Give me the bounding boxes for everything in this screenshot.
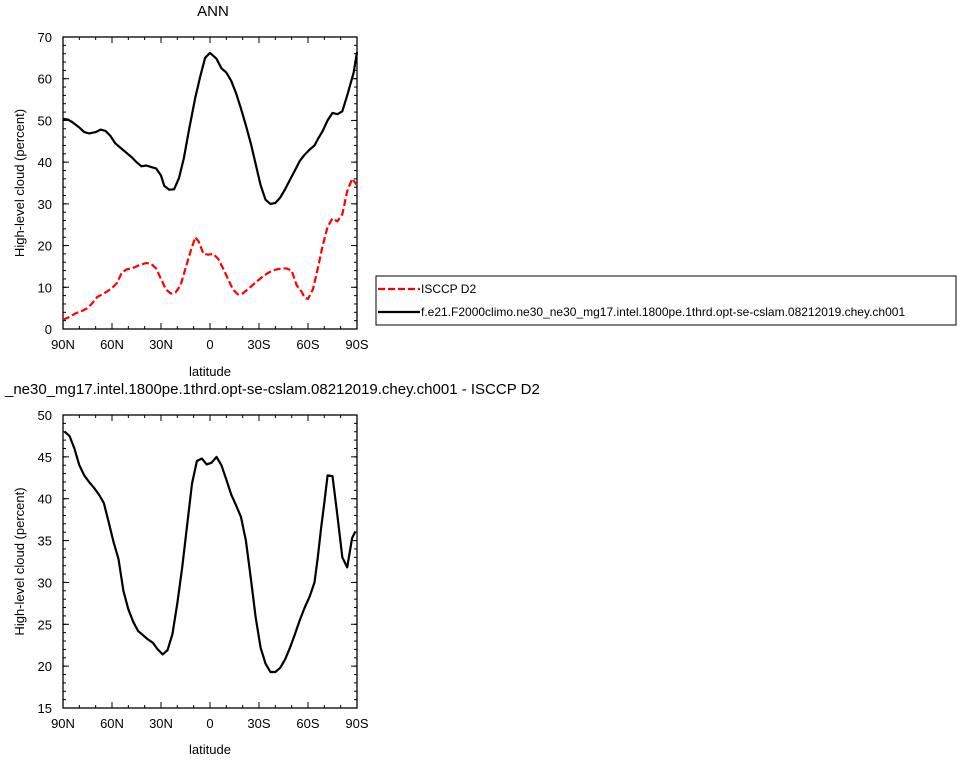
x-tick-label: 30S bbox=[247, 716, 270, 731]
x-axis-label: latitude bbox=[189, 364, 231, 379]
y-tick-label: 40 bbox=[38, 155, 52, 170]
y-tick-label: 70 bbox=[38, 30, 52, 45]
legend-box bbox=[375, 275, 957, 326]
chart-title: ANN bbox=[197, 3, 229, 20]
y-axis-label: High-level cloud (percent) bbox=[12, 109, 27, 257]
legend: ISCCP D2 f.e21.F2000climo.ne30_ne30_mg17.… bbox=[375, 275, 957, 326]
plot-frame bbox=[62, 36, 358, 330]
y-tick-label: 30 bbox=[38, 197, 52, 212]
chart-2: _ne30_mg17.intel.1800pe.1thrd.opt-se-csl… bbox=[4, 381, 540, 757]
x-tick-label: 60S bbox=[296, 716, 319, 731]
y-tick-label: 25 bbox=[38, 617, 52, 632]
x-tick-label: 0 bbox=[206, 716, 213, 731]
series-line-model bbox=[62, 51, 359, 205]
x-tick-label: 30S bbox=[247, 337, 270, 352]
y-tick-label: 60 bbox=[38, 72, 52, 87]
x-tick-label: 30N bbox=[149, 716, 173, 731]
y-tick-label: 15 bbox=[38, 701, 52, 716]
y-tick-label: 45 bbox=[38, 450, 52, 465]
y-tick-label: 40 bbox=[38, 492, 52, 507]
x-tick-label: 60S bbox=[296, 337, 319, 352]
y-tick-label: 35 bbox=[38, 534, 52, 549]
x-tick-label: 90S bbox=[345, 337, 368, 352]
chart-title: _ne30_mg17.intel.1800pe.1thrd.opt-se-csl… bbox=[4, 381, 540, 398]
y-tick-label: 30 bbox=[38, 575, 52, 590]
y-tick-label: 0 bbox=[45, 322, 52, 337]
series-line-difference bbox=[63, 430, 357, 674]
x-tick-label: 30N bbox=[149, 337, 173, 352]
x-tick-label: 0 bbox=[206, 337, 213, 352]
legend-label: f.e21.F2000climo.ne30_ne30_mg17.intel.18… bbox=[421, 305, 905, 319]
y-tick-label: 10 bbox=[38, 280, 52, 295]
x-axis-label: latitude bbox=[189, 742, 231, 757]
y-tick-label: 50 bbox=[38, 408, 52, 423]
y-axis-label: High-level cloud (percent) bbox=[12, 487, 27, 635]
x-tick-label: 60N bbox=[100, 716, 124, 731]
y-tick-label: 20 bbox=[38, 239, 52, 254]
chart-1: ANN 90N 60N 30N 0 30S 60S 90S 0 10 20 30 40 50 60 70 lat… bbox=[12, 3, 957, 379]
x-tick-label: 60N bbox=[100, 337, 124, 352]
x-tick-label: 90S bbox=[345, 716, 368, 731]
series-line-isccp-d2 bbox=[62, 177, 358, 321]
y-tick-label: 50 bbox=[38, 113, 52, 128]
y-tick-label: 20 bbox=[38, 659, 52, 674]
x-tick-label: 90N bbox=[51, 337, 75, 352]
legend-label: ISCCP D2 bbox=[421, 282, 476, 296]
x-tick-label: 90N bbox=[51, 716, 75, 731]
plot-frame bbox=[62, 414, 358, 709]
